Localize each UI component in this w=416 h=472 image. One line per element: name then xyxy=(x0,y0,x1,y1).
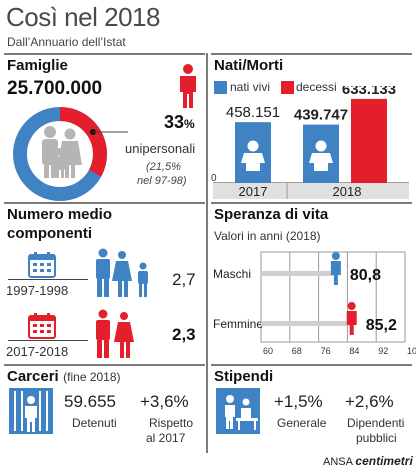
divider xyxy=(211,202,412,204)
category-label: Maschi xyxy=(213,267,251,281)
family-red-icon xyxy=(96,309,134,358)
divider xyxy=(4,202,205,204)
timeline-line xyxy=(8,279,88,280)
legend-swatch-nati xyxy=(214,81,227,94)
stipendi-pubblici-value: +2,6% xyxy=(345,392,394,411)
bar-value-label: 633.133 xyxy=(342,86,396,98)
person-icon xyxy=(346,302,357,335)
speranza-chart: 60 68 76 84 92 100 Maschi 80,8 Femmine 85,2 xyxy=(213,251,416,356)
componenti-period: 2017-2018 xyxy=(6,344,69,359)
famiglie-donut xyxy=(13,107,128,201)
carceri-change-value: +3,6% xyxy=(140,392,189,411)
year-label: 2017 xyxy=(239,184,268,199)
stipendi-generale-label: Generale xyxy=(277,416,327,430)
bar-value-label: 439.747 xyxy=(294,107,348,124)
carceri-change-label: al 2017 xyxy=(146,431,186,445)
famiglie-total: 25.700.000 xyxy=(7,78,103,99)
x-tick-label: 92 xyxy=(378,346,388,356)
carceri-heading: Carceri (fine 2018) xyxy=(7,368,121,385)
column-divider xyxy=(206,53,208,453)
componenti-value: 2,3 xyxy=(172,325,196,344)
calendar-icon xyxy=(28,252,56,278)
person-icon xyxy=(180,64,196,108)
page-title: Così nel 2018 xyxy=(6,2,160,32)
componenti-heading: componenti xyxy=(7,225,92,242)
baby-icon xyxy=(309,140,333,171)
bar-femmine xyxy=(261,321,352,326)
nati-morti-chart: 0 458.151 439.747 633.133 2017 2018 xyxy=(211,86,409,199)
divider xyxy=(4,53,205,55)
family-blue-icon xyxy=(96,248,148,297)
componenti-period: 1997-1998 xyxy=(6,283,69,298)
page-subtitle: Dall’Annuario dell’Istat xyxy=(7,35,126,49)
bar-value-label: 80,8 xyxy=(350,267,381,284)
person-icon xyxy=(330,252,341,285)
footer-credit: ANSA centimetri xyxy=(323,454,413,468)
speranza-heading: Speranza di vita xyxy=(214,206,329,223)
family-icon xyxy=(42,126,82,178)
carceri-detenuti-label: Detenuti xyxy=(72,416,117,430)
divider xyxy=(211,364,412,366)
famiglie-pct-label: unipersonali xyxy=(125,141,196,156)
famiglie-note: (21,5% xyxy=(146,161,181,173)
year-label: 2018 xyxy=(333,184,362,199)
bar-value-label: 458.151 xyxy=(226,104,280,121)
stipendi-heading: Stipendi xyxy=(214,368,274,385)
year-band xyxy=(213,183,409,199)
calendar-icon xyxy=(28,313,56,339)
carceri-detenuti-value: 59.655 xyxy=(64,392,116,411)
famiglie-heading: Famiglie xyxy=(7,57,68,74)
footer-brand: centimetri xyxy=(355,454,413,468)
stipendi-pubblici-label: Dipendenti xyxy=(347,416,405,430)
famiglie-note: nel 97-98) xyxy=(137,175,187,187)
stipendi-pubblici-label: pubblici xyxy=(356,431,397,445)
bar-nati-2017 xyxy=(235,122,271,183)
category-label: Femmine xyxy=(213,317,263,331)
bar-value-label: 85,2 xyxy=(366,317,397,334)
legend-label-nati: nati vivi xyxy=(230,80,271,94)
divider xyxy=(211,53,412,55)
carceri-change-label: Rispetto xyxy=(149,416,194,430)
nati-morti-heading: Nati/Morti xyxy=(214,57,284,74)
divider xyxy=(4,364,205,366)
baby-icon xyxy=(241,140,265,171)
prison-icon xyxy=(9,388,53,434)
footer-source: ANSA xyxy=(323,456,353,468)
stipendi-generale-value: +1,5% xyxy=(274,392,323,411)
componenti-value: 2,7 xyxy=(172,270,196,289)
x-tick-label: 68 xyxy=(292,346,302,356)
y-zero-label: 0 xyxy=(211,173,217,184)
speranza-subheading: Valori in anni (2018) xyxy=(214,229,321,243)
worker-icon xyxy=(216,388,260,434)
bar-decessi-2018 xyxy=(351,98,387,183)
timeline-line xyxy=(8,340,88,341)
famiglie-pct: 33% xyxy=(164,112,195,132)
x-tick-label: 100 xyxy=(407,346,416,356)
x-tick-label: 84 xyxy=(349,346,359,356)
legend-label-decessi: decessi xyxy=(296,80,337,94)
legend-swatch-decessi xyxy=(281,81,294,94)
bar-maschi xyxy=(261,271,336,276)
x-tick-label: 60 xyxy=(263,346,273,356)
componenti-heading: Numero medio xyxy=(7,206,113,223)
x-tick-label: 76 xyxy=(321,346,331,356)
